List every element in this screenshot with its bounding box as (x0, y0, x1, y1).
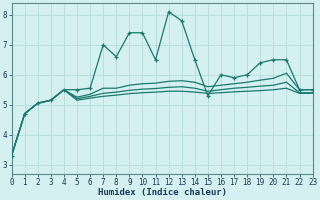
X-axis label: Humidex (Indice chaleur): Humidex (Indice chaleur) (98, 188, 227, 197)
